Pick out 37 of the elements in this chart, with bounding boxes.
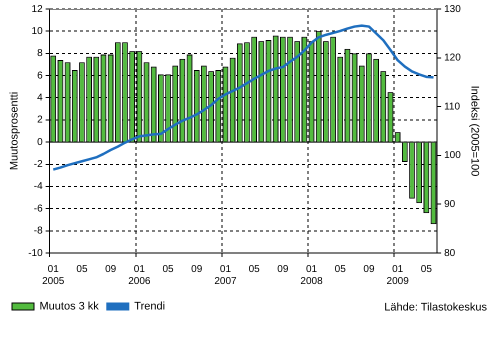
- x-tick-label: 09: [191, 264, 203, 275]
- y-tick-label: 12: [32, 4, 44, 15]
- y-tick-label: -6: [34, 203, 44, 214]
- y-tick-label: 8: [37, 48, 44, 60]
- x-tick-label: 09: [277, 264, 289, 275]
- y-tick-label: 6: [37, 70, 44, 82]
- x-tick-label: 01 2005: [42, 264, 65, 287]
- y-tick-label: 10: [32, 26, 44, 37]
- y2-tick-label: 120: [444, 52, 462, 64]
- y-tick-label: -2: [34, 159, 44, 170]
- y-tick-label: 4: [37, 92, 44, 104]
- x-tick-label: 09: [105, 264, 117, 275]
- y2-tick-label: 100: [444, 150, 462, 162]
- text: Lähde: Tilastokeskus: [384, 302, 488, 314]
- y-tick-label: 0: [37, 136, 44, 148]
- y2-tick-label: 80: [444, 248, 456, 259]
- x-tick-label: 05: [162, 264, 174, 275]
- x-tick-label: 01 2008: [300, 264, 324, 287]
- y-axis-title: Muutosprosentti: [8, 92, 21, 170]
- y-tick-label: -4: [34, 181, 44, 192]
- legend-label: Muutos 3 kk: [40, 300, 100, 313]
- legend-label: Trendi: [134, 300, 166, 313]
- x-tick-label: 05: [248, 264, 260, 275]
- y2-axis-title: Indeksi (2005=100: [468, 86, 480, 176]
- y2-tick-label: 130: [444, 4, 462, 15]
- x-tick-label: 01 2006: [128, 264, 151, 287]
- x-tick-label: 05: [76, 264, 88, 275]
- y-tick-label: 2: [37, 114, 44, 126]
- x-tick-label: 05: [420, 264, 432, 275]
- y2-tick-label: 90: [444, 198, 456, 210]
- y-tick-label: -8: [34, 226, 44, 237]
- y2-tick-label: 110: [444, 101, 460, 112]
- x-tick-label: 01 2009: [386, 264, 410, 287]
- x-tick-label: 05: [334, 264, 346, 275]
- x-tick-label: 09: [363, 264, 375, 275]
- y-tick-label: -10: [28, 248, 44, 259]
- x-tick-label: 01 2007: [214, 264, 238, 287]
